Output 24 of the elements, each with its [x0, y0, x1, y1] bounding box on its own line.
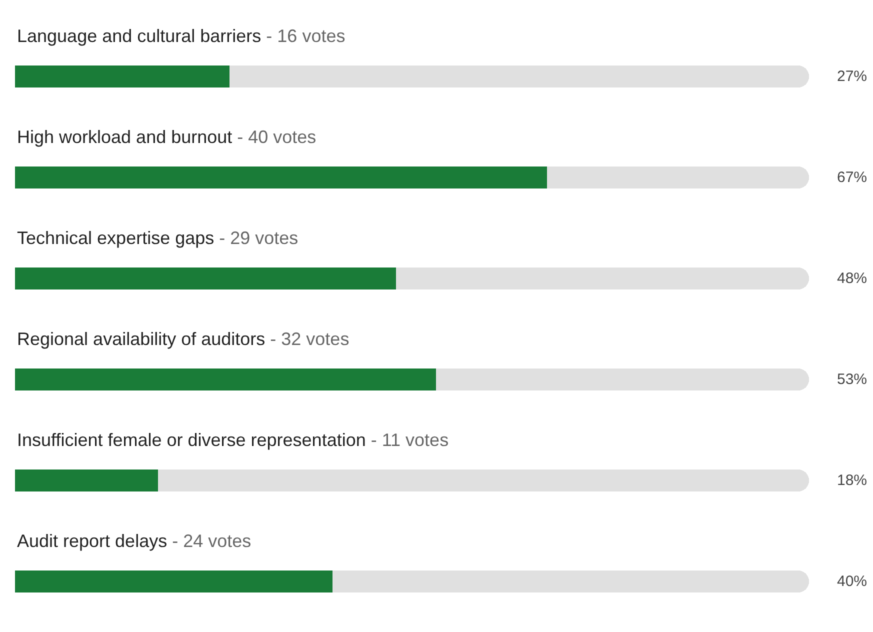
- data-label: 67%: [837, 169, 868, 186]
- y-tick-label: Language and cultural barriers - 16 votes: [17, 26, 346, 46]
- y-tick-label: Regional availability of auditors - 32 votes: [17, 329, 350, 349]
- data-label: 18%: [837, 472, 868, 489]
- bar: [15, 65, 230, 88]
- data-label: 27%: [837, 68, 868, 85]
- data-label: 53%: [837, 371, 868, 388]
- y-tick-label: Insufficient female or diverse representation - 11 votes: [17, 430, 449, 450]
- bar: [229, 65, 809, 88]
- bar: [15, 166, 547, 189]
- bar: [15, 267, 396, 290]
- bar: [436, 368, 809, 391]
- bar: [332, 570, 809, 593]
- data-label: 48%: [837, 270, 868, 287]
- bar: [15, 469, 158, 492]
- bar: [15, 570, 333, 593]
- y-tick-label: High workload and burnout - 40 votes: [17, 127, 316, 147]
- data-label: 40%: [837, 573, 868, 590]
- bar: [396, 267, 809, 290]
- y-tick-label: Technical expertise gaps - 29 votes: [17, 228, 298, 248]
- y-tick-label: Audit report delays - 24 votes: [17, 531, 252, 551]
- bar: [15, 368, 436, 391]
- bar: [546, 166, 809, 189]
- bar: [158, 469, 809, 492]
